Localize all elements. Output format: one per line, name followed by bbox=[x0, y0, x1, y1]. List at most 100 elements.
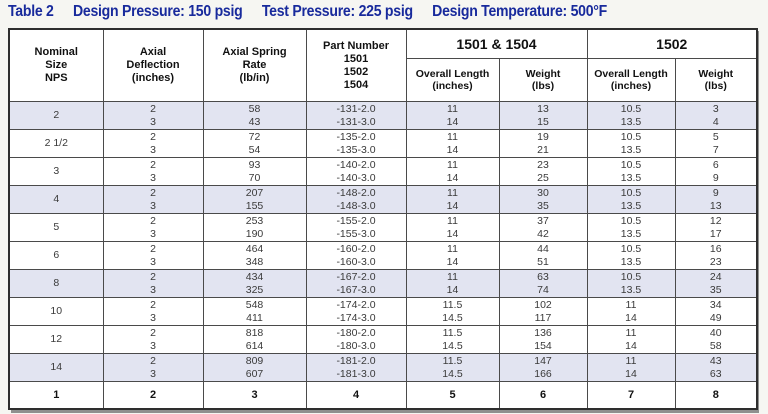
table-row: 3 2 3 93 70 -140-2.0 -140-3.0 11 14 23 25 10.5 13.5 6… bbox=[8, 157, 758, 186]
table-row: 10 2 3 548 411 -174-2.0 -174-3.0 11.5 14.5 102 117… bbox=[8, 297, 758, 326]
cell-line: -131-3.0 bbox=[336, 115, 376, 128]
column-header-4: Part Number 1501 1502 1504 bbox=[305, 28, 407, 102]
table-row: 2 2 3 58 43 -131-2.0 -131-3.0 11 14 13 15 10.5 13.5 3… bbox=[8, 101, 758, 130]
pressure-spec-table: Nominal Size NPS Axial Deflection (inches) Axi… bbox=[8, 28, 758, 410]
cell-line: 14.5 bbox=[442, 311, 463, 324]
header-line: Deflection bbox=[126, 59, 180, 71]
cell-line: 13.5 bbox=[620, 255, 642, 268]
cell-line: 37 bbox=[537, 215, 549, 227]
cell-col-4: -131-2.0 -131-3.0 bbox=[305, 101, 407, 130]
cell-line: 9 bbox=[712, 187, 719, 199]
cell-col-4: -181-2.0 -181-3.0 bbox=[305, 353, 407, 382]
cell-line: 3 bbox=[150, 199, 156, 212]
cell-line: 2 bbox=[150, 243, 156, 255]
cell-line: -140-3.0 bbox=[336, 171, 376, 184]
cell-nps: 2 1/2 bbox=[8, 129, 104, 158]
cell-line: 464 bbox=[245, 243, 264, 255]
group-header-1: 1501 & 1504 bbox=[405, 28, 588, 59]
cell-line: 3 bbox=[150, 367, 156, 380]
cell-line: 4 bbox=[712, 115, 719, 128]
cell-line: 63 bbox=[537, 271, 549, 283]
cell-line: 325 bbox=[245, 283, 264, 296]
cell-line: 72 bbox=[248, 131, 261, 143]
cell-col-7: 11 14 bbox=[586, 297, 676, 326]
cell-col-7: 10.5 13.5 bbox=[586, 213, 676, 242]
table-header: Nominal Size NPS Axial Deflection (inches) Axi… bbox=[8, 28, 758, 102]
cell-col-4: -167-2.0 -167-3.0 bbox=[305, 269, 407, 298]
cell-col-3: 548 411 bbox=[202, 297, 307, 326]
cell-col-3: 253 190 bbox=[202, 213, 307, 242]
cell-line: 2 bbox=[150, 299, 156, 311]
cell-col-7: 11 14 bbox=[586, 325, 676, 354]
header-line: (lbs) bbox=[531, 80, 555, 92]
cell-col-5: 11.5 14.5 bbox=[405, 297, 500, 326]
cell-col-3: 93 70 bbox=[202, 157, 307, 186]
cell-line: 54 bbox=[248, 143, 261, 156]
cell-line: 10.5 bbox=[620, 187, 642, 199]
cell-nps: 3 bbox=[8, 157, 104, 186]
cell-col-5: 11.5 14.5 bbox=[405, 325, 500, 354]
cell-col-7: 10.5 13.5 bbox=[586, 157, 676, 186]
cell-col-5: 11 14 bbox=[405, 129, 500, 158]
cell-line: -131-2.0 bbox=[336, 103, 376, 115]
cell-col-8: 40 58 bbox=[674, 325, 758, 354]
cell-line: 14 bbox=[446, 143, 459, 156]
cell-line: 11 bbox=[625, 327, 637, 339]
cell-line: 818 bbox=[245, 327, 264, 339]
cell-line: 2 bbox=[150, 131, 156, 143]
header-line: Part Number bbox=[322, 39, 390, 52]
cell-line: 15 bbox=[537, 115, 549, 128]
cell-line: 6 bbox=[712, 159, 719, 171]
cell-col-6: 13 15 bbox=[498, 101, 588, 130]
cell-line: 3 bbox=[150, 227, 156, 240]
cell-col-5: 11 14 bbox=[405, 213, 500, 242]
cell-col-3: 464 348 bbox=[202, 241, 307, 270]
header-line: Axial Spring bbox=[222, 46, 287, 58]
cell-line: 40 bbox=[709, 327, 722, 339]
table-row: 6 2 3 464 348 -160-2.0 -160-3.0 11 14 44 51 10.5 13.… bbox=[8, 241, 758, 270]
cell-col-5: 11 14 bbox=[405, 269, 500, 298]
cell-line: 43 bbox=[248, 115, 261, 128]
column-header-2: Axial Deflection (inches) bbox=[102, 28, 204, 102]
cell-line: 14 bbox=[446, 283, 459, 296]
header-line: Weight bbox=[698, 68, 734, 80]
cell-line: 11 bbox=[447, 215, 458, 227]
cell-col-5: 11 14 bbox=[405, 185, 500, 214]
footer-col-number-1: 1 bbox=[8, 381, 104, 410]
cell-line: 13.5 bbox=[620, 143, 642, 156]
cell-line: 207 bbox=[245, 187, 264, 199]
cell-col-3: 434 325 bbox=[202, 269, 307, 298]
cell-line: 190 bbox=[245, 227, 264, 240]
cell-line: 14 bbox=[446, 227, 459, 240]
cell-line: 74 bbox=[537, 283, 549, 296]
cell-line: -180-3.0 bbox=[336, 339, 376, 352]
cell-line: 23 bbox=[709, 255, 722, 268]
header-line: 1504 bbox=[343, 78, 369, 91]
cell-line: 14 bbox=[625, 311, 637, 324]
cell-line: 411 bbox=[246, 311, 263, 324]
cell-nps: 10 bbox=[8, 297, 104, 326]
cell-line: 63 bbox=[709, 367, 722, 380]
header-row-main: Nominal Size NPS Axial Deflection (inches) Axi… bbox=[8, 28, 758, 102]
cell-col-5: 11.5 14.5 bbox=[405, 353, 500, 382]
cell-col-4: -174-2.0 -174-3.0 bbox=[305, 297, 407, 326]
cell-col-7: 10.5 13.5 bbox=[586, 185, 676, 214]
cell-line: 11 bbox=[447, 131, 458, 143]
cell-col-6: 44 51 bbox=[498, 241, 588, 270]
cell-line: 3 bbox=[150, 339, 156, 352]
cell-line: 14.5 bbox=[442, 367, 463, 380]
cell-line: 14 bbox=[625, 339, 637, 352]
cell-line: 10.5 bbox=[620, 271, 642, 283]
sub-header-2-1: Overall Length (inches) bbox=[586, 58, 676, 102]
cell-line: 3 bbox=[150, 255, 156, 268]
cell-line: 348 bbox=[245, 255, 264, 268]
footer-col-number-5: 5 bbox=[405, 381, 500, 410]
cell-line: 3 bbox=[150, 283, 156, 296]
cell-line: 11 bbox=[447, 103, 458, 115]
